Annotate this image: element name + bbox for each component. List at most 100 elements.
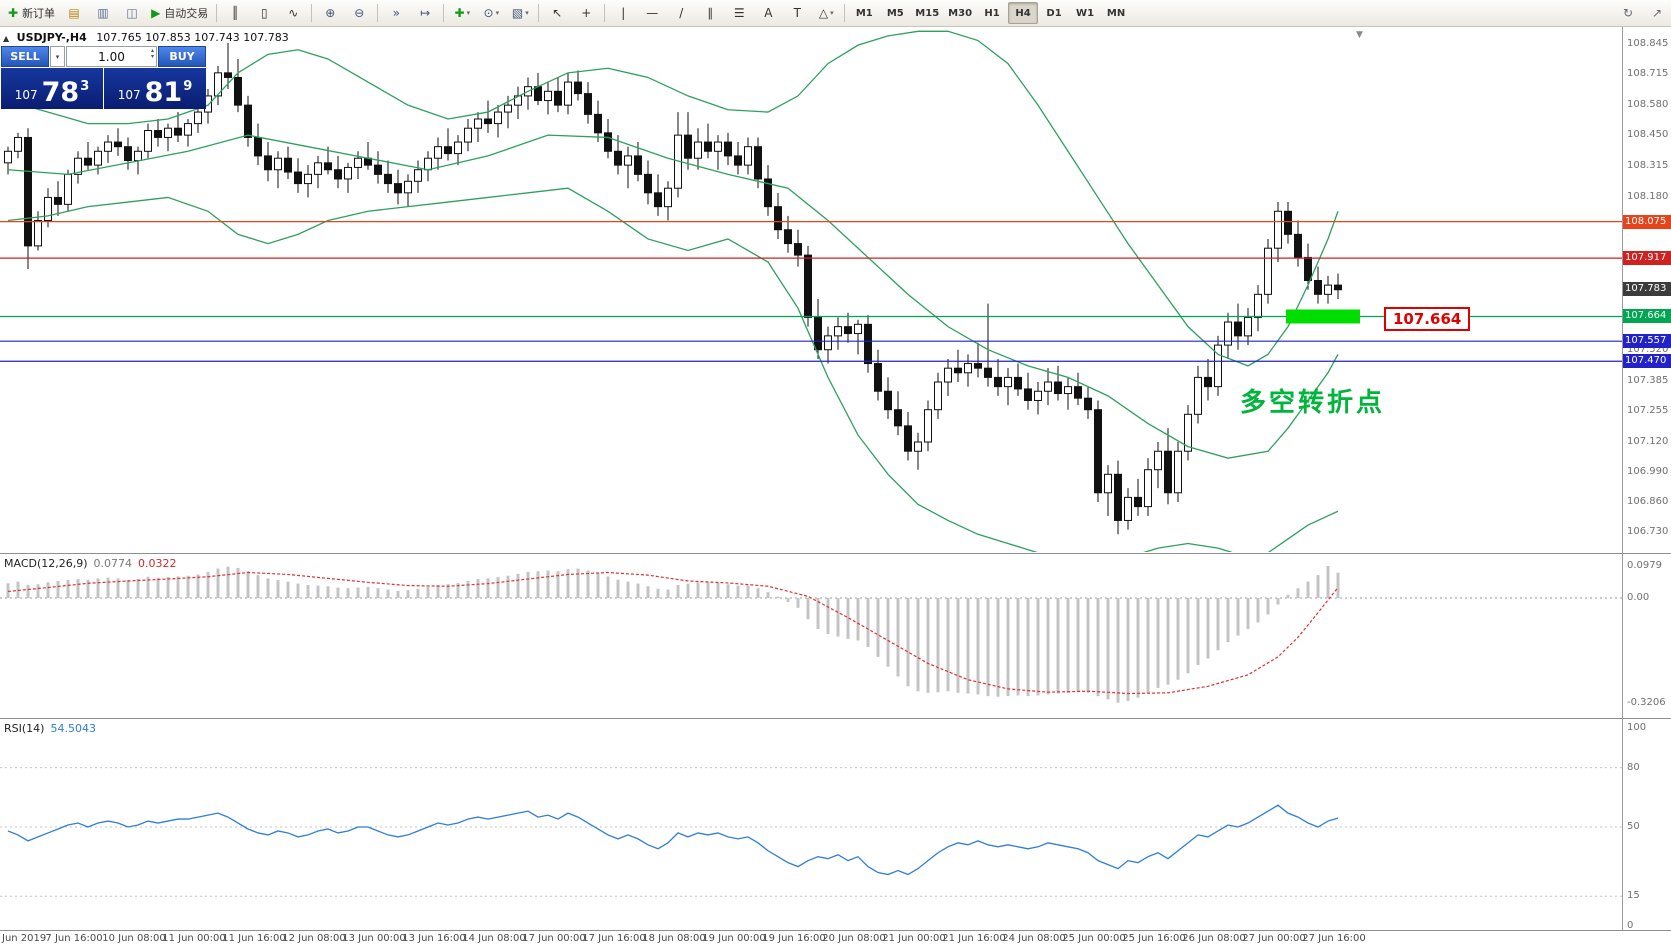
channel-button[interactable]: ∥	[696, 2, 724, 24]
auto-scroll-icon: »	[392, 6, 400, 20]
zoom-in-button[interactable]: ⊕	[316, 2, 344, 24]
one-click-collapse-icon[interactable]: ▲	[3, 34, 10, 43]
turning-point-annotation: 多空转折点	[1240, 388, 1386, 418]
indicators-icon: ✚	[454, 6, 465, 20]
line-chart-button[interactable]: ∿	[279, 2, 307, 24]
channel-icon: ∥	[707, 6, 714, 20]
new-chart-button[interactable]: ▤	[60, 2, 88, 24]
autotrading-button[interactable]: ▶ 自动交易	[147, 2, 212, 24]
rsi-indicator-label: RSI(14) 54.5043	[4, 722, 96, 735]
timeframe-w1-button[interactable]: W1	[1076, 7, 1095, 19]
fibonacci-button[interactable]: ☰	[725, 2, 753, 24]
timeframe-m1-button[interactable]: M1	[855, 7, 873, 19]
line-chart-icon: ∿	[288, 6, 299, 20]
timeframe-m15-button[interactable]: M15	[915, 7, 940, 19]
toolbar: ✚ 新订单 ▤ ▥ ◫ ▶ 自动交易 ║ ▯ ∿ ⊕ ⊖» ↦ ✚ ▾ ⊙ ▾ ▧ ▾ ↖ + | — / ∥ ☰ A T △ ▾ M1 M5…	[0, 0, 1671, 27]
autotrading-icon: ▶	[151, 6, 161, 20]
zoom-in-icon: ⊕	[325, 6, 336, 20]
templates-button[interactable]: ▧ ▾	[506, 2, 534, 24]
chart-shift-icon: ↦	[420, 6, 431, 20]
data-window-icon: ◫	[126, 6, 138, 20]
label-icon: T	[793, 6, 801, 20]
market-watch-icon: ▥	[97, 6, 109, 20]
symbol-ohlc: 107.765 107.853 107.743 107.783	[96, 31, 289, 44]
cursor-icon: ↖	[552, 6, 563, 20]
timeframe-d1-button[interactable]: D1	[1046, 7, 1062, 19]
indicators-button[interactable]: ✚ ▾	[448, 2, 476, 24]
vertical-line-icon: |	[621, 6, 626, 20]
sell-price-figure: 107	[14, 88, 38, 102]
shapes-icon: △	[818, 6, 829, 20]
new-order-button[interactable]: ✚ 新订单	[4, 2, 59, 24]
label-button[interactable]: T	[783, 2, 811, 24]
volume-field[interactable]: 1.00 ▴ ▾	[66, 46, 157, 67]
new-chart-icon: ▤	[68, 6, 80, 20]
auto-scroll-button[interactable]: »	[382, 2, 410, 24]
forward-icon[interactable]: ↗	[1651, 6, 1663, 20]
chevron-down-icon: ▾	[525, 9, 529, 17]
buy-price-display[interactable]: 107 81 9	[104, 68, 206, 109]
sell-button[interactable]: SELL	[1, 46, 49, 67]
candlestick-chart-icon: ▯	[260, 6, 268, 20]
data-window-button[interactable]: ◫	[118, 2, 146, 24]
panel-separator[interactable]	[0, 553, 1671, 554]
bar-chart-button[interactable]: ║	[221, 2, 249, 24]
text-button[interactable]: A	[754, 2, 782, 24]
timeframe-h1-button[interactable]: H1	[984, 7, 1000, 19]
bar-chart-icon: ║	[231, 6, 239, 20]
volume-dropdown-icon[interactable]: ▾	[50, 46, 65, 67]
crosshair-icon: +	[581, 6, 592, 20]
zoom-out-icon: ⊖	[354, 6, 365, 20]
horizontal-line-icon: —	[646, 6, 659, 20]
fibonacci-icon: ☰	[733, 6, 745, 20]
refresh-icon[interactable]: ↻	[1622, 6, 1634, 20]
trendline-button[interactable]: /	[667, 2, 695, 24]
periods-icon: ⊙	[483, 6, 494, 20]
buy-button[interactable]: BUY	[158, 46, 206, 67]
macd-signal-value: 0.0322	[138, 557, 177, 570]
new-order-icon: ✚	[8, 6, 19, 20]
sell-price-pips: 78	[41, 77, 80, 108]
candlestick-chart-button[interactable]: ▯	[250, 2, 278, 24]
periods-button[interactable]: ⊙ ▾	[477, 2, 505, 24]
price-axis-border	[1622, 27, 1623, 930]
new-order-button-label: 新订单	[22, 7, 56, 20]
symbol-info: ▲ USDJPY-,H4 107.765 107.853 107.743 107…	[3, 31, 289, 44]
trendline-icon: /	[679, 6, 684, 20]
cursor-button[interactable]: ↖	[543, 2, 571, 24]
sell-price-point: 3	[80, 79, 90, 94]
zoom-out-button[interactable]: ⊖	[345, 2, 373, 24]
buy-price-figure: 107	[117, 88, 141, 102]
rsi-panel-layer	[0, 767, 1622, 897]
buy-price-pips: 81	[144, 77, 183, 108]
chart-shift-marker-icon: ▼	[1356, 30, 1363, 40]
rsi-value: 54.5043	[50, 722, 96, 735]
horizontal-line-button[interactable]: —	[638, 2, 666, 24]
macd-value: 0.0774	[93, 557, 133, 570]
timeframe-h4-button[interactable]: H4	[1008, 2, 1039, 24]
timeframe-m5-button[interactable]: M5	[886, 7, 904, 19]
chart-shift-button[interactable]: ↦	[411, 2, 439, 24]
symbol-title: USDJPY-,H4	[16, 31, 87, 44]
volume-spinner[interactable]: ▴ ▾	[150, 47, 154, 60]
autotrading-button-label: 自动交易	[164, 7, 209, 20]
macd-panel-layer	[0, 565, 1622, 703]
chevron-down-icon: ▾	[830, 9, 834, 17]
shapes-button[interactable]: △ ▾	[812, 2, 840, 24]
price-callout-label: 107.664	[1384, 307, 1471, 331]
market-watch-button[interactable]: ▥	[89, 2, 117, 24]
panel-separator[interactable]	[0, 718, 1671, 719]
buy-price-point: 9	[183, 79, 193, 94]
sell-price-display[interactable]: 107 78 3	[1, 68, 103, 109]
panel-separator[interactable]	[0, 930, 1671, 931]
timeframe-m30-button[interactable]: M30	[948, 7, 973, 19]
text-icon: A	[764, 6, 773, 20]
timeframe-mn-button[interactable]: MN	[1106, 7, 1126, 19]
vertical-line-button[interactable]: |	[609, 2, 637, 24]
chevron-down-icon: ▾	[466, 9, 471, 17]
macd-indicator-label: MACD(12,26,9) 0.0774 0.0322	[4, 557, 177, 570]
crosshair-button[interactable]: +	[572, 2, 600, 24]
chevron-down-icon: ▾	[495, 9, 500, 17]
